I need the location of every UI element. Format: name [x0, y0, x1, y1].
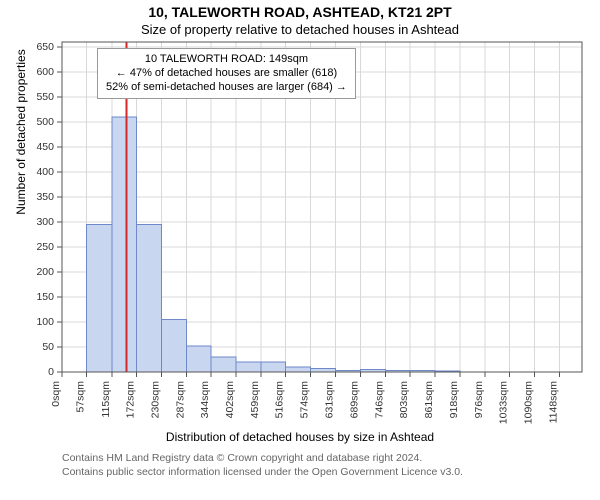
- y-tick-label: 400: [36, 166, 54, 178]
- histogram-bar: [87, 225, 112, 373]
- histogram-bar: [112, 117, 137, 372]
- footer: Contains HM Land Registry data © Crown c…: [62, 452, 600, 479]
- footer-line-1: Contains HM Land Registry data © Crown c…: [62, 452, 600, 466]
- x-tick-label: 1148sqm: [547, 381, 559, 424]
- y-tick-label: 350: [36, 191, 54, 203]
- annotation-line-1: 10 TALEWORTH ROAD: 149sqm: [106, 53, 347, 67]
- x-tick-label: 631sqm: [323, 381, 335, 419]
- y-tick-label: 150: [36, 291, 54, 303]
- y-tick-label: 0: [48, 366, 54, 378]
- marker-annotation: 10 TALEWORTH ROAD: 149sqm ← 47% of detac…: [97, 48, 356, 99]
- x-tick-label: 803sqm: [398, 381, 410, 419]
- x-tick-label: 574sqm: [299, 381, 311, 419]
- x-tick-label: 230sqm: [150, 381, 162, 419]
- x-tick-label: 689sqm: [349, 381, 361, 419]
- x-tick-label: 1090sqm: [522, 381, 534, 424]
- y-tick-label: 300: [36, 216, 54, 228]
- histogram-bar: [162, 320, 187, 373]
- histogram-bar: [286, 367, 311, 372]
- footer-line-2: Contains public sector information licen…: [62, 466, 600, 480]
- y-tick-label: 200: [36, 266, 54, 278]
- histogram-bar: [261, 362, 286, 372]
- chart-container: { "title": "10, TALEWORTH ROAD, ASHTEAD,…: [0, 0, 600, 500]
- y-tick-label: 600: [36, 66, 54, 78]
- x-tick-label: 1033sqm: [498, 381, 510, 424]
- x-tick-label: 115sqm: [100, 381, 112, 418]
- x-tick-label: 0sqm: [50, 381, 62, 407]
- annotation-line-3: 52% of semi-detached houses are larger (…: [106, 81, 347, 95]
- x-tick-label: 172sqm: [125, 381, 137, 419]
- y-tick-label: 450: [36, 141, 54, 153]
- histogram-bar: [211, 357, 236, 372]
- y-tick-label: 550: [36, 91, 54, 103]
- x-tick-label: 287sqm: [174, 381, 186, 419]
- x-tick-label: 516sqm: [274, 381, 286, 419]
- y-tick-label: 500: [36, 116, 54, 128]
- x-tick-label: 459sqm: [249, 381, 261, 419]
- x-tick-label: 918sqm: [448, 381, 460, 419]
- x-tick-label: 57sqm: [75, 381, 87, 413]
- histogram-bar: [236, 362, 261, 372]
- y-tick-label: 650: [36, 41, 54, 53]
- x-tick-label: 746sqm: [373, 381, 385, 419]
- histogram-bar: [186, 346, 211, 372]
- histogram-bar: [311, 369, 336, 373]
- histogram-bar: [137, 225, 162, 373]
- annotation-line-2: ← 47% of detached houses are smaller (61…: [106, 67, 347, 81]
- x-tick-label: 861sqm: [423, 381, 435, 419]
- y-tick-label: 100: [36, 316, 54, 328]
- y-tick-label: 50: [42, 341, 54, 353]
- x-tick-label: 344sqm: [199, 381, 211, 419]
- x-axis-label: Distribution of detached houses by size …: [0, 430, 600, 444]
- y-tick-label: 250: [36, 241, 54, 253]
- x-tick-label: 976sqm: [473, 381, 485, 419]
- x-tick-label: 402sqm: [224, 381, 236, 419]
